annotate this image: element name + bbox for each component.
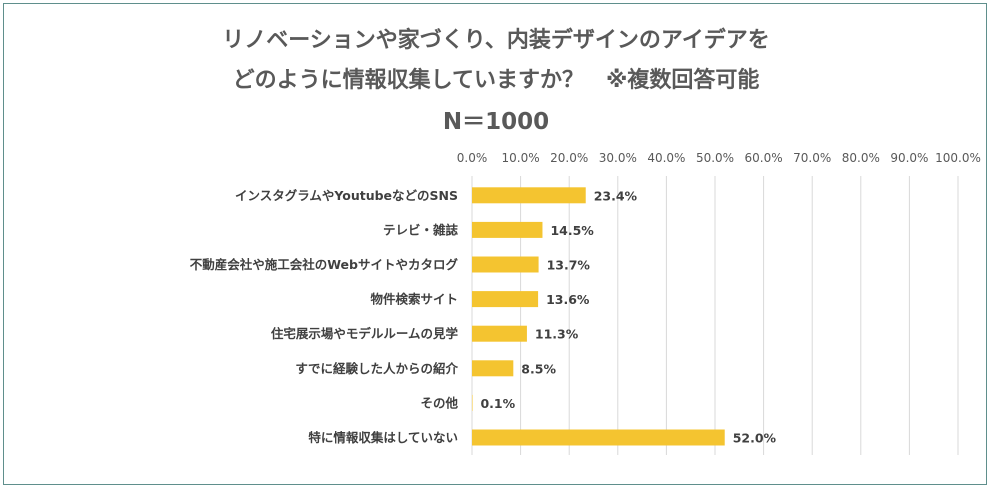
bar: [472, 256, 539, 273]
bar: [472, 429, 725, 446]
x-tick-label: 10.0%: [502, 151, 540, 165]
data-label: 11.3%: [535, 327, 579, 342]
x-tick-label: 20.0%: [550, 151, 588, 165]
x-tick-label: 0.0%: [457, 151, 488, 165]
bar: [472, 187, 586, 204]
data-label: 8.5%: [521, 361, 556, 376]
chart-title-line-2: どのように情報収集していますか？ ※複数回答可能: [232, 68, 760, 93]
chart-frame: [3, 3, 987, 485]
bar: [472, 221, 543, 238]
x-tick-label: 50.0%: [696, 151, 734, 165]
x-tick-label: 30.0%: [599, 151, 637, 165]
category-label: 特に情報収集はしていない: [308, 430, 458, 445]
category-label: テレビ・雑誌: [383, 222, 459, 237]
data-label: 52.0%: [733, 431, 777, 446]
bar: [472, 291, 539, 308]
category-label: 住宅展示場やモデルルームの見学: [271, 326, 459, 341]
data-label: 23.4%: [594, 188, 638, 203]
x-tick-label: 80.0%: [842, 151, 880, 165]
x-tick-label: 100.0%: [935, 151, 981, 165]
category-label: すでに経験した人からの紹介: [295, 361, 458, 376]
x-tick-label: 70.0%: [793, 151, 831, 165]
data-label: 0.1%: [480, 396, 515, 411]
x-tick-label: 60.0%: [745, 151, 783, 165]
category-label: インスタグラムやYoutubeなどのSNS: [235, 188, 458, 203]
x-tick-label: 90.0%: [890, 151, 928, 165]
data-label: 14.5%: [550, 223, 594, 238]
chart-title-line-1: リノベーションや家づくり、内装デザインのアイデアを: [222, 28, 770, 53]
bar: [472, 325, 527, 342]
category-label: 不動産会社や施工会社のWebサイトやカタログ: [190, 257, 459, 272]
data-label: 13.7%: [547, 258, 591, 273]
chart-title-line-3: N＝1000: [442, 109, 550, 135]
x-tick-label: 40.0%: [647, 151, 685, 165]
category-label: その他: [420, 395, 458, 410]
bar: [472, 360, 514, 377]
category-label: 物件検索サイト: [370, 292, 458, 307]
data-label: 13.6%: [546, 292, 590, 307]
bar: [472, 394, 473, 411]
